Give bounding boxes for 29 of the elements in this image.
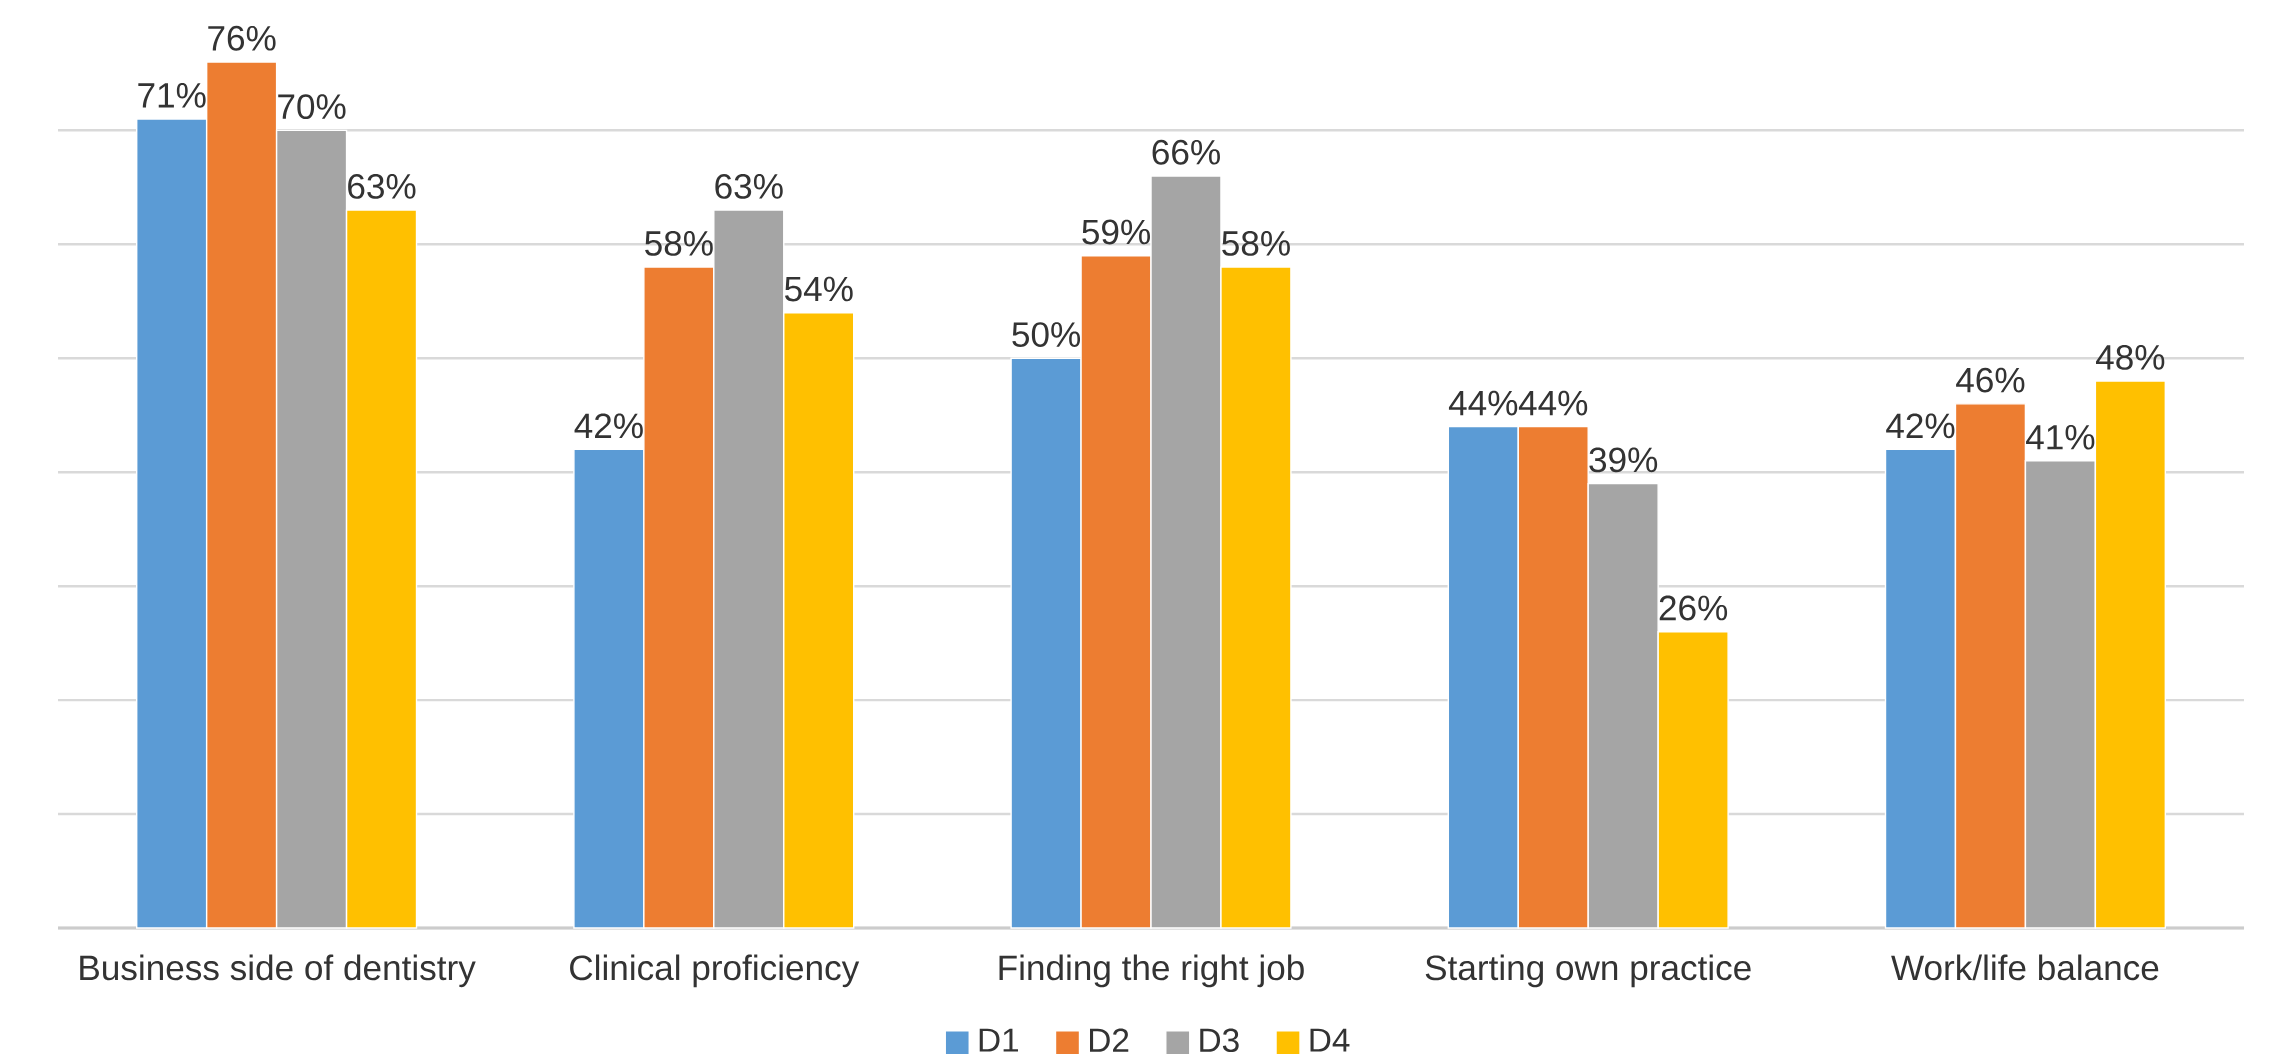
data-label: 44% [1518,390,1588,416]
data-label: 58% [645,230,713,256]
data-label: 70% [278,94,346,120]
data-label: 39% [1589,447,1658,473]
data-label: 63% [715,174,783,199]
legend-label: D1 [979,1028,1019,1052]
legend-label: D2 [1090,1028,1129,1052]
x-tick-label: Starting own practice [1425,954,1751,988]
data-label: 46% [1956,367,2025,393]
data-label: 76% [208,25,276,51]
x-tick-label: Work/life balance [1891,954,2159,981]
legend-label: D4 [1310,1028,1350,1052]
data-label: 54% [785,276,853,302]
x-tick-label: Clinical proficiency [570,954,860,988]
data-label: 66% [1152,139,1220,165]
data-label: 59% [1082,219,1150,245]
data-label: 41% [2026,424,2095,450]
data-label: 58% [1222,230,1290,256]
data-label: 42% [1886,413,1955,439]
x-tick-label: Business side of dentistry [80,954,476,988]
data-label: 26% [1659,595,1728,621]
x-tick-label: Finding the right job [999,954,1304,988]
data-label: 44% [1448,390,1518,416]
data-label: 42% [574,413,643,439]
data-label: 50% [1012,322,1081,347]
data-label: 48% [2096,344,2165,370]
data-label: 71% [138,83,206,108]
data-label: 63% [348,174,416,199]
legend-label: D3 [1200,1028,1239,1053]
